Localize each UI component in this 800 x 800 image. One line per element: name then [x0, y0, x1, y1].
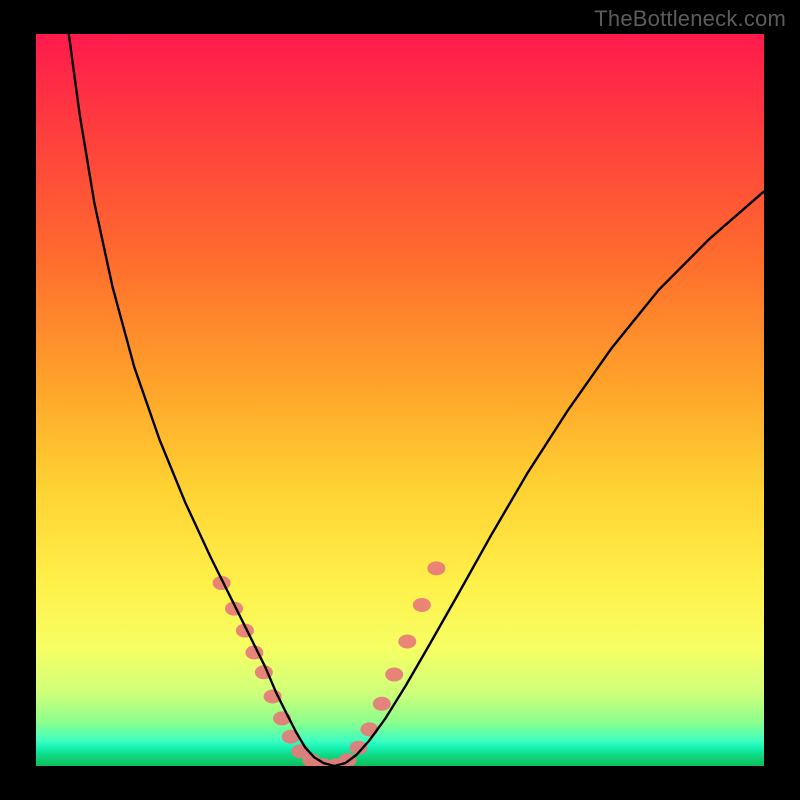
- watermark-text: TheBottleneck.com: [594, 6, 786, 32]
- data-marker: [413, 598, 431, 612]
- bottleneck-chart: [36, 34, 764, 766]
- data-marker: [373, 697, 391, 711]
- data-marker: [398, 635, 416, 649]
- data-marker: [385, 668, 403, 682]
- data-marker: [360, 722, 378, 736]
- data-marker: [427, 561, 445, 575]
